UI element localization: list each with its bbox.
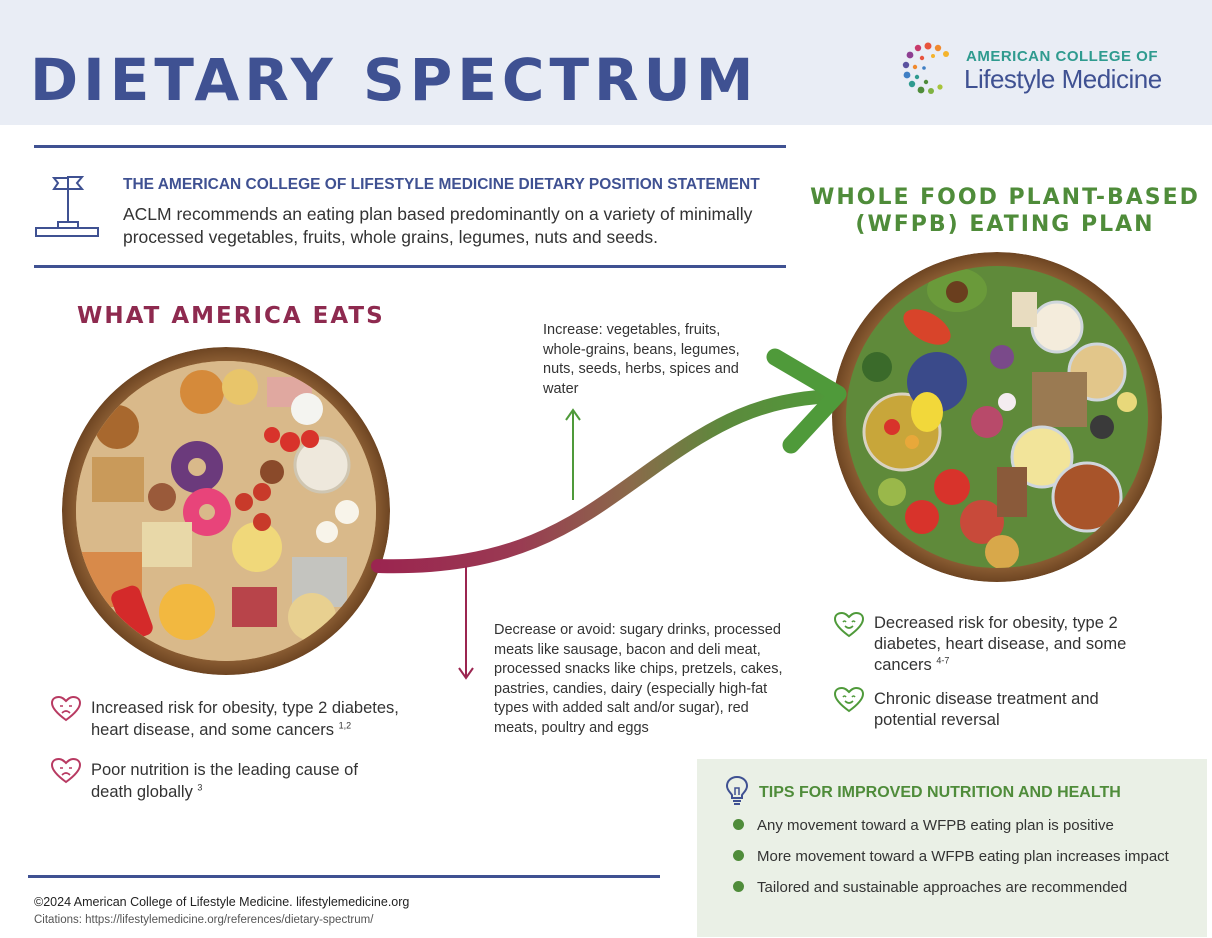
tip-item-text: Any movement toward a WFPB eating plan i… <box>757 817 1114 834</box>
tip-item-text: More movement toward a WFPB eating plan … <box>757 848 1169 865</box>
tip-item-text: Tailored and sustainable approaches are … <box>757 879 1128 896</box>
spectrum-arrowhead <box>766 348 847 454</box>
bullet-dot <box>733 881 744 892</box>
spectrum-curve <box>371 389 839 574</box>
tips-box: TIPS FOR IMPROVED NUTRITION AND HEALTH A… <box>697 759 1207 937</box>
left-benefit-2-text: Poor nutrition is the leading cause of d… <box>91 761 358 801</box>
top-divider <box>34 145 786 148</box>
what-america-eats-title: WHAT AMERICA EATS <box>77 303 385 329</box>
heart-face-icon <box>834 612 864 638</box>
footer-citations-link[interactable]: Citations: https://lifestylemedicine.org… <box>34 914 374 926</box>
logo-line-2: Lifestyle Medicine <box>964 64 1162 94</box>
decrease-arrow <box>458 566 474 680</box>
footer-copyright[interactable]: ©2024 American College of Lifestyle Medi… <box>34 895 410 909</box>
wfpb-title: WHOLE FOOD PLANT-BASED (WFPB) EATING PLA… <box>800 184 1210 238</box>
left-benefit-2-citation: 3 <box>197 782 203 793</box>
logo-line-1: AMERICAN COLLEGE OF <box>966 48 1158 65</box>
heart-face-icon <box>834 687 864 713</box>
tip-item: Any movement toward a WFPB eating plan i… <box>733 817 1114 834</box>
heart-face-icon <box>51 758 81 784</box>
wfpb-title-line-2: (WFPB) EATING PLAN <box>855 212 1155 237</box>
increase-arrow <box>565 408 581 500</box>
position-statement-heading: THE AMERICAN COLLEGE OF LIFESTYLE MEDICI… <box>123 176 760 193</box>
bullet-dot <box>733 819 744 830</box>
position-statement-body: ACLM recommends an eating plan based pre… <box>123 204 753 247</box>
aclm-logo[interactable]: AMERICAN COLLEGE OF Lifestyle Medicine <box>900 40 1190 100</box>
what-america-eats-plate-image <box>62 347 390 675</box>
header-band <box>0 0 1212 125</box>
left-benefit-1-citation: 1,2 <box>338 720 352 731</box>
footer-divider <box>28 875 660 878</box>
wfpb-plate-image <box>832 252 1162 582</box>
flag-podium-icon <box>35 176 99 237</box>
tip-item: More movement toward a WFPB eating plan … <box>733 848 1169 865</box>
page-title: DIETARY SPECTRUM <box>30 46 759 114</box>
dot-ring-logo-icon <box>902 42 949 94</box>
increase-text: Increase: vegetables, fruits, whole-grai… <box>543 322 740 397</box>
tip-item: Tailored and sustainable approaches are … <box>733 879 1127 896</box>
lightbulb-icon <box>725 775 749 805</box>
wfpb-title-line-1: WHOLE FOOD PLANT-BASED <box>810 185 1200 210</box>
tips-heading: TIPS FOR IMPROVED NUTRITION AND HEALTH <box>759 784 1121 801</box>
decrease-text: Decrease or avoid: sugary drinks, proces… <box>494 622 783 736</box>
heart-face-icon <box>51 696 81 722</box>
left-benefit-2: Poor nutrition is the leading cause of d… <box>91 759 401 803</box>
bullet-dot <box>733 850 744 861</box>
right-benefit-1-text: Decreased risk for obesity, type 2 diabe… <box>874 614 1127 674</box>
bottom-divider <box>34 265 786 268</box>
right-benefit-1: Decreased risk for obesity, type 2 diabe… <box>874 613 1174 676</box>
left-benefit-1-text: Increased risk for obesity, type 2 diabe… <box>91 699 399 739</box>
right-benefit-1-citation: 4-7 <box>936 655 950 666</box>
right-benefit-2-text: Chronic disease treatment and potential … <box>874 690 1099 729</box>
left-benefit-1: Increased risk for obesity, type 2 diabe… <box>91 697 431 741</box>
right-benefit-2: Chronic disease treatment and potential … <box>874 689 1154 731</box>
